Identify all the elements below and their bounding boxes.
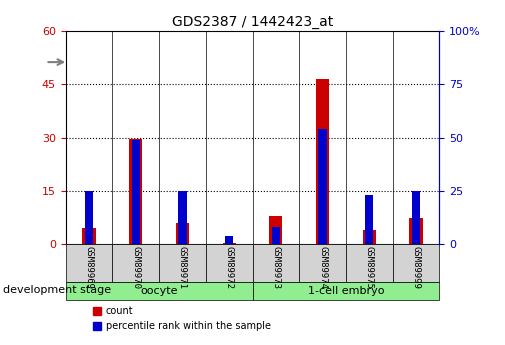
Bar (252, 244, 299, 282)
Text: GSM89971: GSM89971 (178, 246, 187, 289)
Bar (412, 191, 420, 244)
Bar (299, 244, 346, 282)
Bar (113, 244, 159, 282)
Bar (346, 244, 393, 282)
Bar (272, 227, 280, 244)
Text: GSM89975: GSM89975 (365, 246, 374, 289)
Bar (225, 236, 233, 244)
Bar (66, 282, 252, 300)
Text: GSM89999: GSM89999 (412, 246, 421, 289)
Bar (269, 216, 282, 244)
Bar (178, 191, 187, 244)
Bar (363, 230, 376, 244)
Bar (393, 244, 439, 282)
Bar (176, 223, 189, 244)
Bar (82, 228, 95, 244)
Text: oocyte: oocyte (140, 286, 178, 296)
Bar (85, 191, 93, 244)
Text: GSM89972: GSM89972 (225, 246, 234, 289)
Bar (252, 282, 439, 300)
Bar (223, 243, 236, 244)
Bar (318, 129, 327, 244)
Text: 1-cell embryo: 1-cell embryo (308, 286, 384, 296)
Bar (131, 140, 140, 244)
Text: GSM89970: GSM89970 (131, 246, 140, 289)
Bar (129, 139, 142, 244)
Bar (66, 244, 113, 282)
Bar (316, 79, 329, 244)
Legend: count, percentile rank within the sample: count, percentile rank within the sample (89, 303, 275, 335)
Bar (410, 218, 423, 244)
Bar (159, 244, 206, 282)
Text: development stage: development stage (3, 285, 111, 295)
Title: GDS2387 / 1442423_at: GDS2387 / 1442423_at (172, 14, 333, 29)
Text: GSM89969: GSM89969 (84, 246, 93, 289)
Bar (206, 244, 252, 282)
Text: GSM89974: GSM89974 (318, 246, 327, 289)
Bar (365, 195, 374, 244)
Text: GSM89973: GSM89973 (271, 246, 280, 289)
